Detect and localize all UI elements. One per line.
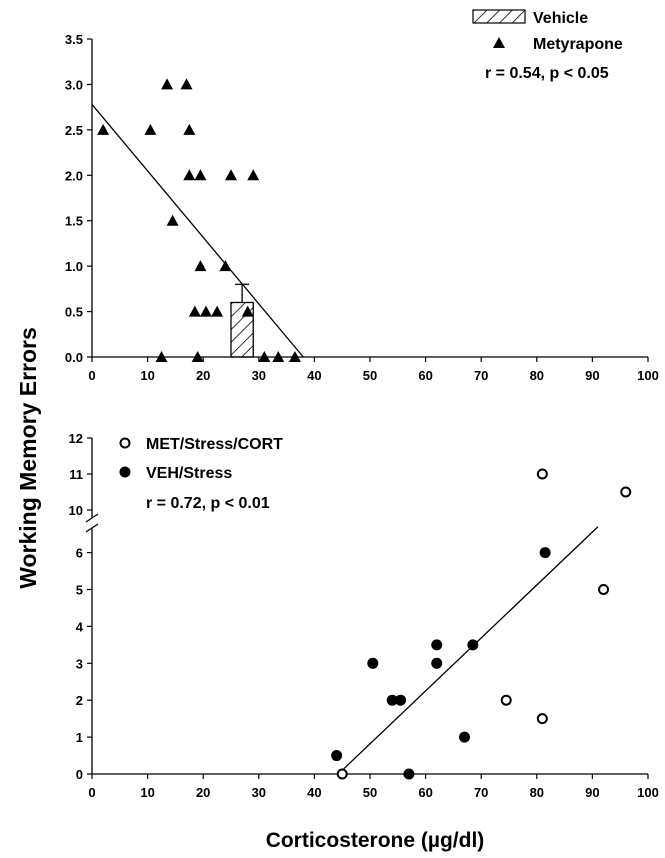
top-x-tick-label: 50 (363, 368, 377, 383)
bottom-y-tick-label: 11 (69, 467, 83, 482)
metyrapone-point (272, 351, 285, 362)
x-axis-label: Corticosterone (µg/dl) (266, 829, 485, 852)
bottom-stats-label: r = 0.72, p < 0.01 (146, 495, 270, 512)
metyrapone-point (161, 78, 174, 90)
veh-stress-point (395, 694, 407, 706)
met-stress-cort-point (598, 584, 610, 595)
bottom-x-tick-label: 50 (363, 785, 377, 800)
top-x-tick-label: 90 (585, 368, 599, 383)
axis-break-mark (85, 513, 99, 523)
top-y-tick-label: 1.0 (65, 259, 83, 274)
metyrapone-point (225, 169, 237, 181)
top-x-tick-label: 30 (252, 368, 266, 383)
bottom-y-tick-label: 1 (76, 730, 83, 745)
bottom-x-tick-label: 40 (307, 785, 321, 800)
bottom-y-tick-label: 10 (69, 503, 83, 518)
legend-marker-met-stress-cort (119, 437, 131, 449)
top-y-tick-label: 0.0 (65, 350, 83, 365)
met-stress-cort-point (536, 713, 548, 725)
legend-swatch-vehicle (472, 9, 526, 24)
bottom-x-tick-label: 90 (585, 785, 599, 800)
metyrapone-point (183, 169, 196, 181)
met-stress-cort-point (336, 768, 348, 780)
metyrapone-point (97, 123, 110, 135)
met-stress-cort-point (620, 486, 632, 498)
bottom-x-tick-label: 80 (530, 785, 544, 800)
bottom-x-tick-label: 30 (252, 785, 266, 800)
top-y-tick-label: 0.5 (65, 305, 83, 320)
bottom-legend: MET/Stress/CORT VEH/Stress r = 0.72, p <… (119, 436, 283, 512)
legend-marker-metyrapone (493, 37, 505, 48)
met-stress-cort-point (536, 468, 548, 480)
bottom-x-tick-label: 60 (418, 785, 432, 800)
veh-stress-point (467, 639, 479, 651)
metyrapone-point (194, 260, 207, 272)
top-y-tick-label: 1.5 (65, 214, 83, 229)
bottom-y-tick-label: 0 (76, 767, 83, 782)
metyrapone-point (211, 305, 224, 317)
bottom-y-tick-label: 6 (76, 546, 83, 561)
top-panel: 0.0 0.5 1.0 1.5 2.0 2.5 3.0 3.5 0 10 20 30 40 50 60 70 8… (65, 32, 659, 383)
metyrapone-point (183, 123, 196, 135)
metyrapone-point (241, 305, 254, 317)
metyrapone-point (247, 169, 260, 181)
metyrapone-point (188, 305, 201, 317)
bottom-y-tick-label: 2 (76, 693, 83, 708)
top-x-tick-label: 20 (196, 368, 210, 383)
bottom-y-tick-label: 5 (76, 583, 83, 598)
bottom-x-tick-label: 10 (140, 785, 154, 800)
metyrapone-point (194, 169, 207, 181)
top-y-tick-label: 3.5 (65, 32, 83, 47)
top-fit-line (91, 104, 304, 358)
top-x-tick-label: 0 (88, 368, 95, 383)
bottom-y-tick-label: 4 (76, 619, 84, 634)
legend-label-met-stress-cort: MET/Stress/CORT (146, 436, 283, 453)
metyrapone-point (219, 260, 232, 272)
met-stress-cort-point (500, 694, 512, 706)
metyrapone-point (199, 305, 212, 317)
veh-stress-point (431, 657, 443, 669)
veh-stress-point (431, 639, 443, 651)
metyrapone-point (155, 351, 168, 362)
veh-stress-point (331, 750, 343, 762)
metyrapone-point (258, 351, 271, 362)
legend-label-vehicle: Vehicle (533, 10, 588, 27)
top-x-tick-label: 10 (140, 368, 154, 383)
top-x-tick-label: 40 (307, 368, 321, 383)
metyrapone-point (288, 351, 301, 362)
top-y-tick-label: 3.0 (65, 77, 83, 92)
axis-break-mark (85, 523, 99, 533)
metyrapone-point (144, 123, 157, 135)
top-y-tick-label: 2.5 (65, 123, 83, 138)
veh-stress-point (367, 657, 379, 669)
bottom-x-tick-label: 100 (637, 785, 659, 800)
legend-marker-veh-stress (119, 466, 131, 478)
metyrapone-point (166, 214, 179, 226)
legend-label-veh-stress: VEH/Stress (146, 465, 232, 482)
legend-label-metyrapone: Metyrapone (533, 36, 623, 53)
top-x-tick-label: 60 (418, 368, 432, 383)
bottom-y-tick-label: 3 (76, 656, 83, 671)
veh-stress-point (403, 768, 415, 780)
bottom-x-tick-label: 70 (474, 785, 488, 800)
bottom-x-tick-label: 0 (88, 785, 95, 800)
veh-stress-point (386, 694, 398, 706)
veh-stress-point (539, 547, 551, 559)
top-x-tick-label: 80 (530, 368, 544, 383)
top-x-tick-label: 70 (474, 368, 488, 383)
bottom-y-tick-label: 12 (69, 431, 83, 446)
bottom-x-tick-label: 20 (196, 785, 210, 800)
metyrapone-point (191, 351, 204, 362)
top-stats-label: r = 0.54, p < 0.05 (485, 65, 609, 82)
veh-stress-point (459, 731, 471, 743)
y-axis-label: Working Memory Errors (15, 327, 41, 589)
top-y-tick-label: 2.0 (65, 168, 83, 183)
top-x-tick-label: 100 (637, 368, 659, 383)
metyrapone-point (180, 78, 193, 90)
top-legend: Vehicle Metyrapone r = 0.54, p < 0.05 (472, 9, 623, 82)
